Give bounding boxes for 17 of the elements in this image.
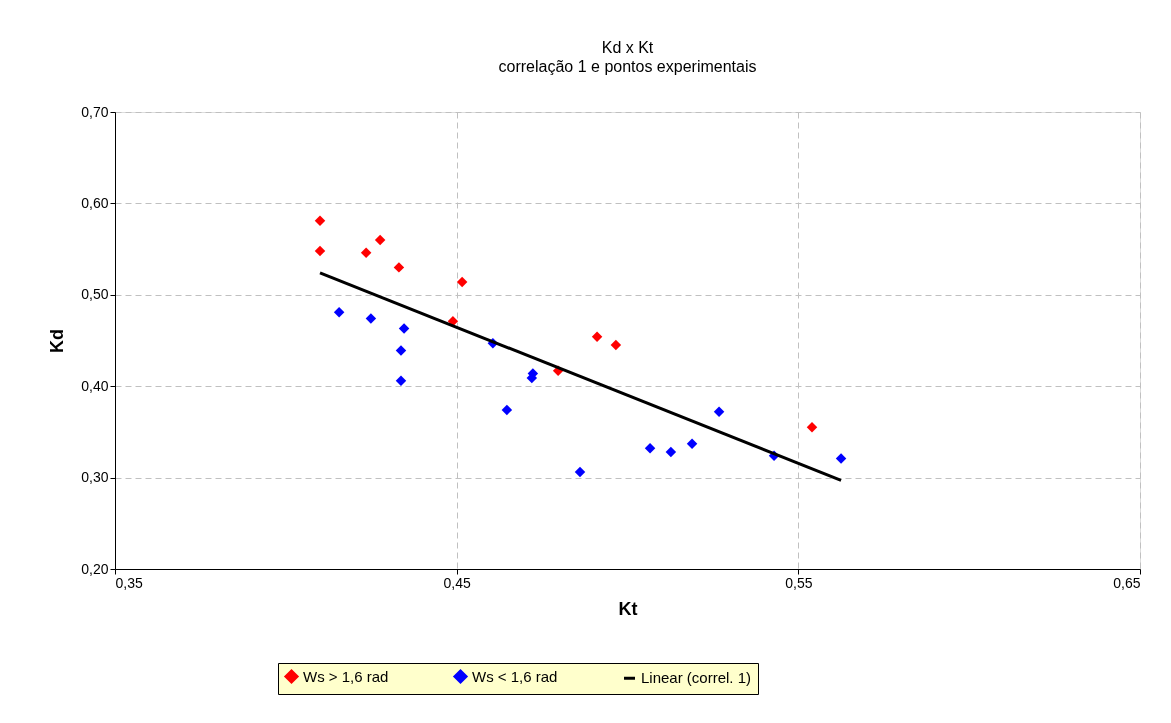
chart-subtitle: correlação 1 e pontos experimentais [498, 58, 757, 75]
x-tick-label: 0,55 [785, 574, 813, 591]
y-tick-label: 0,50 [81, 286, 109, 303]
legend-label: Linear (correl. 1) [641, 669, 752, 687]
y-axis-title: Kd [47, 329, 68, 353]
x-tick-label: 0,65 [1113, 574, 1141, 591]
y-tick-label: 0,40 [81, 377, 109, 394]
y-tick-label: 0,20 [81, 560, 109, 577]
y-tick-label: 0,70 [81, 103, 109, 120]
chart-title: Kd x Kt [601, 39, 654, 56]
x-tick-label: 0,35 [115, 574, 143, 591]
y-tick-label: 0,60 [81, 194, 109, 211]
legend-label: Ws < 1,6 rad [472, 667, 558, 685]
x-axis-title: Kt [618, 598, 638, 619]
legend-label: Ws > 1,6 rad [303, 667, 389, 685]
x-tick-label: 0,45 [443, 574, 471, 591]
y-tick-label: 0,30 [81, 469, 109, 486]
